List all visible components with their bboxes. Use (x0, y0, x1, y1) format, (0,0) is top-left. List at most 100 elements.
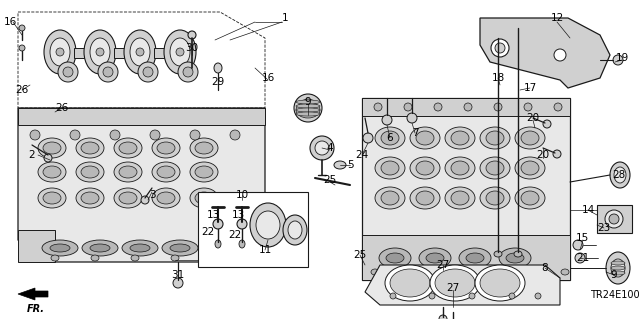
Ellipse shape (50, 38, 70, 66)
Ellipse shape (43, 166, 61, 178)
Text: 25: 25 (323, 175, 337, 185)
Text: 26: 26 (15, 85, 29, 95)
Ellipse shape (214, 63, 222, 73)
Ellipse shape (211, 255, 219, 261)
Circle shape (469, 293, 475, 299)
Ellipse shape (430, 265, 480, 301)
Circle shape (495, 43, 505, 53)
Ellipse shape (610, 162, 630, 188)
Circle shape (491, 39, 509, 57)
Ellipse shape (143, 67, 153, 77)
Ellipse shape (404, 103, 412, 111)
Ellipse shape (164, 30, 196, 74)
Ellipse shape (30, 130, 40, 140)
Ellipse shape (90, 244, 110, 252)
Ellipse shape (451, 131, 469, 145)
Ellipse shape (136, 48, 144, 56)
Circle shape (543, 120, 551, 128)
Ellipse shape (386, 253, 404, 263)
Polygon shape (18, 230, 55, 262)
Ellipse shape (521, 131, 539, 145)
Ellipse shape (451, 269, 459, 275)
Ellipse shape (19, 45, 25, 51)
Ellipse shape (494, 103, 502, 111)
Ellipse shape (162, 240, 198, 256)
Bar (597, 205, 632, 233)
Ellipse shape (494, 32, 502, 40)
Text: 29: 29 (211, 77, 225, 87)
Ellipse shape (390, 269, 430, 297)
Ellipse shape (435, 269, 475, 297)
Ellipse shape (464, 103, 472, 111)
Ellipse shape (178, 62, 198, 82)
Text: 5: 5 (347, 160, 353, 170)
Ellipse shape (310, 136, 334, 160)
Circle shape (575, 253, 585, 263)
Text: 30: 30 (186, 43, 198, 53)
Ellipse shape (63, 67, 73, 77)
Ellipse shape (43, 192, 61, 204)
Ellipse shape (419, 248, 451, 268)
Ellipse shape (213, 219, 223, 229)
Ellipse shape (38, 162, 66, 182)
Ellipse shape (515, 127, 545, 149)
Ellipse shape (190, 138, 218, 158)
Text: FR.: FR. (27, 304, 45, 314)
Ellipse shape (606, 252, 630, 284)
Ellipse shape (299, 99, 317, 117)
Circle shape (553, 150, 561, 158)
Text: 28: 28 (612, 170, 626, 180)
Circle shape (429, 293, 435, 299)
Ellipse shape (605, 210, 623, 228)
Ellipse shape (480, 157, 510, 179)
Ellipse shape (103, 67, 113, 77)
Ellipse shape (38, 138, 66, 158)
Ellipse shape (434, 103, 442, 111)
Ellipse shape (371, 269, 379, 275)
Text: 14: 14 (581, 205, 595, 215)
Ellipse shape (296, 108, 320, 112)
Ellipse shape (157, 142, 175, 154)
Ellipse shape (515, 187, 545, 209)
Ellipse shape (256, 211, 280, 239)
Ellipse shape (445, 157, 475, 179)
Ellipse shape (294, 94, 322, 122)
Ellipse shape (152, 188, 180, 208)
Circle shape (554, 49, 566, 61)
Text: 20: 20 (536, 150, 550, 160)
Bar (198, 192, 308, 267)
Circle shape (535, 293, 541, 299)
Ellipse shape (451, 161, 469, 175)
Text: 21: 21 (577, 253, 589, 263)
Ellipse shape (385, 265, 435, 301)
Ellipse shape (124, 30, 156, 74)
Ellipse shape (288, 221, 302, 239)
Text: 9: 9 (305, 97, 311, 107)
Text: 1: 1 (282, 13, 288, 23)
Text: 13: 13 (206, 210, 220, 220)
Ellipse shape (554, 103, 562, 111)
Polygon shape (18, 108, 265, 262)
Text: 22: 22 (202, 227, 214, 237)
Text: TR24E1000: TR24E1000 (590, 290, 640, 300)
Bar (362, 98, 570, 116)
Ellipse shape (42, 240, 78, 256)
Ellipse shape (90, 38, 110, 66)
Text: 26: 26 (56, 103, 68, 113)
Polygon shape (365, 265, 560, 305)
Ellipse shape (296, 112, 320, 116)
Text: 3: 3 (148, 190, 156, 200)
Circle shape (407, 113, 417, 123)
Ellipse shape (183, 67, 193, 77)
Ellipse shape (426, 253, 444, 263)
Ellipse shape (91, 255, 99, 261)
Ellipse shape (130, 244, 150, 252)
Ellipse shape (122, 240, 158, 256)
Text: 13: 13 (232, 210, 244, 220)
Ellipse shape (141, 196, 149, 204)
Text: 8: 8 (541, 263, 548, 273)
Text: 31: 31 (172, 270, 184, 280)
Ellipse shape (521, 191, 539, 205)
Ellipse shape (451, 191, 469, 205)
Ellipse shape (152, 162, 180, 182)
